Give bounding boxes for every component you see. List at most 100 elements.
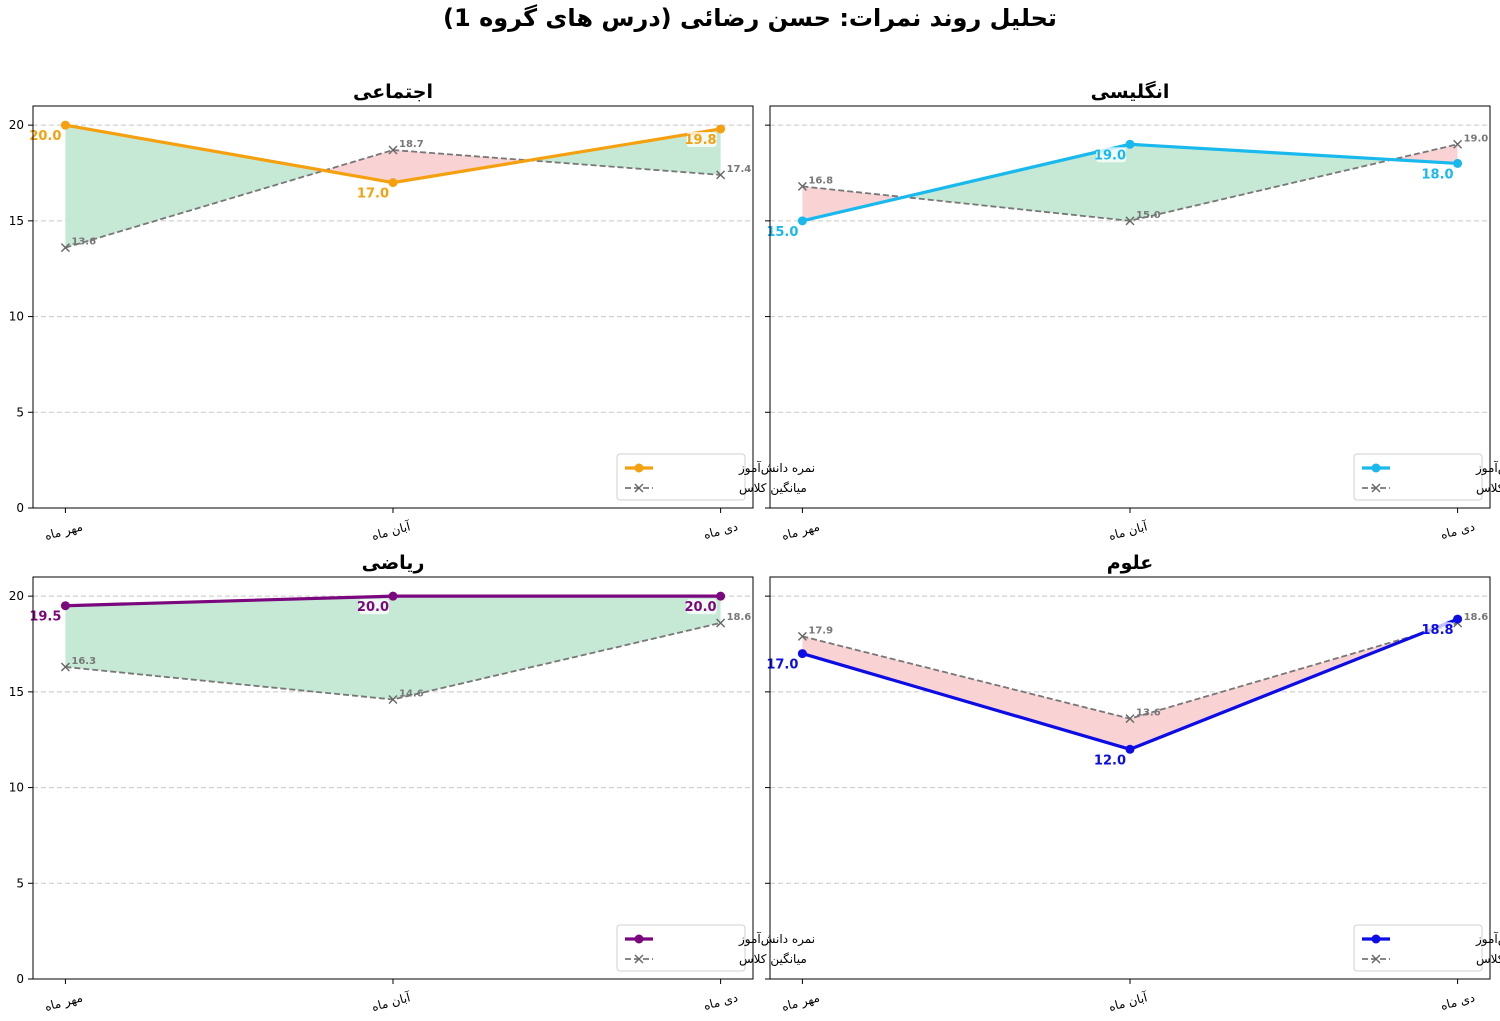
class-average-marker: [388, 145, 398, 155]
legend-student-label: نمره دانش‌آموز: [1475, 931, 1500, 947]
fill-below: [324, 150, 393, 183]
legend-class-label: میانگین کلاس: [1476, 952, 1500, 967]
student-value-bg: [1423, 622, 1454, 638]
y-tick-label: 20: [9, 589, 24, 603]
legend-student-label: نمره دانش‌آموز: [738, 931, 815, 947]
class-average-marker: [388, 695, 398, 705]
student-value-bg: [31, 608, 62, 624]
figure-title: تحلیل روند نمرات: حسن رضائی (درس های گرو…: [443, 4, 1057, 32]
student-value-bg: [768, 656, 799, 672]
axes-frame: [769, 576, 1491, 980]
class-average-marker: [1453, 139, 1463, 149]
fill-above: [904, 144, 1130, 221]
student-marker: [716, 124, 726, 134]
legend-class-marker: [634, 483, 644, 493]
legend: نمره دانش‌آموز میانگین کلاس: [1353, 924, 1500, 972]
x-tick-label: مهر ماه: [43, 990, 84, 1015]
student-value: 20.0: [685, 600, 717, 615]
legend-box: [616, 924, 746, 972]
y-tick-label: 15: [9, 685, 24, 699]
class-average-value: 17.4: [727, 164, 752, 175]
x-tick-label: آبان ماه: [1107, 518, 1150, 543]
y-tick-label: 0: [16, 501, 24, 515]
chart-panel: انگلیسی مهر ماه آبان ماه دی ماه 16.8 15.0 19.0…: [765, 80, 1500, 544]
class-average-value: 13.6: [1136, 708, 1161, 719]
legend-student-marker: [634, 934, 644, 944]
student-marker: [1453, 158, 1463, 168]
class-average-marker: [1125, 714, 1135, 724]
student-value: 19.8: [685, 133, 717, 148]
student-marker: [1125, 744, 1135, 754]
legend-box: [1353, 924, 1483, 972]
legend: نمره دانش‌آموز میانگین کلاس: [616, 453, 815, 501]
y-tick-label: 15: [9, 214, 24, 228]
class-average-value: 18.7: [399, 139, 424, 150]
student-value-bg: [686, 131, 717, 147]
x-tick-label: آبان ماه: [1107, 989, 1150, 1014]
student-marker: [797, 649, 807, 659]
legend-student-marker: [634, 463, 644, 473]
y-tick-label: 0: [16, 972, 24, 986]
student-marker: [388, 178, 398, 188]
chart-panel: اجتماعی 0 5 10 15 20 مهر ماه آبان ماه دی ماه 13.6…: [9, 81, 815, 544]
x-tick-label: مهر ماه: [780, 519, 821, 544]
student-value-bg: [768, 223, 799, 239]
axes-frame: [32, 105, 754, 509]
legend: نمره دانش‌آموز میانگین کلاس: [1353, 453, 1500, 501]
student-value: 18.8: [1422, 623, 1454, 638]
class-average-value: 16.8: [808, 175, 833, 186]
student-value: 20.0: [357, 600, 389, 615]
student-value: 17.0: [357, 187, 389, 202]
class-average-marker: [1125, 216, 1135, 226]
chart-panel: علوم مهر ماه آبان ماه دی ماه 17.9 13.6 18.6 17.…: [765, 552, 1500, 1015]
legend-box: [1353, 453, 1483, 501]
class-average-value: 19.0: [1464, 133, 1489, 144]
x-tick-label: دی ماه: [702, 519, 739, 542]
legend-class-marker: [1371, 483, 1381, 493]
fill-above: [393, 596, 721, 700]
fill-above: [1130, 144, 1393, 221]
fill-above: [65, 596, 394, 700]
student-marker: [60, 120, 70, 130]
class-average-marker: [716, 170, 726, 180]
x-tick-label: دی ماه: [1439, 990, 1476, 1013]
legend-class-marker: [634, 954, 644, 964]
y-tick-label: 5: [16, 405, 24, 419]
fill-above: [65, 125, 325, 248]
student-value: 17.0: [766, 658, 798, 673]
x-tick-label: دی ماه: [1439, 519, 1476, 542]
student-value: 12.0: [1094, 753, 1126, 768]
x-tick-label: دی ماه: [702, 990, 739, 1013]
student-value: 18.0: [1422, 167, 1454, 182]
student-value-bg: [359, 599, 389, 615]
axes-frame: [769, 105, 1491, 509]
student-value-bg: [31, 128, 62, 144]
class-average-marker: [60, 662, 70, 672]
class-average-line: [65, 149, 721, 249]
student-marker: [1453, 614, 1463, 624]
legend-class-label: میانگین کلاس: [1476, 481, 1500, 496]
legend-box: [616, 453, 746, 501]
class-average-value: 15.0: [1136, 210, 1161, 221]
class-average-value: 13.6: [71, 237, 96, 248]
student-value-bg: [1096, 147, 1126, 163]
legend-student-label: نمره دانش‌آموز: [1475, 460, 1500, 476]
legend-class-marker: [1371, 954, 1381, 964]
chart-panel: ریاضی 0 5 10 15 20 مهر ماه آبان ماه دی ماه 16.3 14…: [9, 552, 815, 1015]
x-tick-label: آبان ماه: [370, 518, 413, 543]
x-tick-label: مهر ماه: [780, 990, 821, 1015]
class-average-marker: [60, 243, 70, 253]
fill-below: [802, 636, 1130, 750]
legend-student-label: نمره دانش‌آموز: [738, 460, 815, 476]
student-marker: [1125, 139, 1135, 149]
class-average-value: 14.6: [399, 689, 424, 700]
chart-title: اجتماعی: [353, 81, 433, 103]
legend-class-label: میانگین کلاس: [739, 481, 807, 496]
legend-class-label: میانگین کلاس: [739, 952, 807, 967]
student-value: 19.5: [29, 610, 61, 625]
chart-title: انگلیسی: [1091, 80, 1170, 103]
student-marker: [388, 591, 398, 601]
student-marker: [60, 601, 70, 611]
class-average-value: 16.3: [71, 656, 96, 667]
student-marker: [797, 216, 807, 226]
